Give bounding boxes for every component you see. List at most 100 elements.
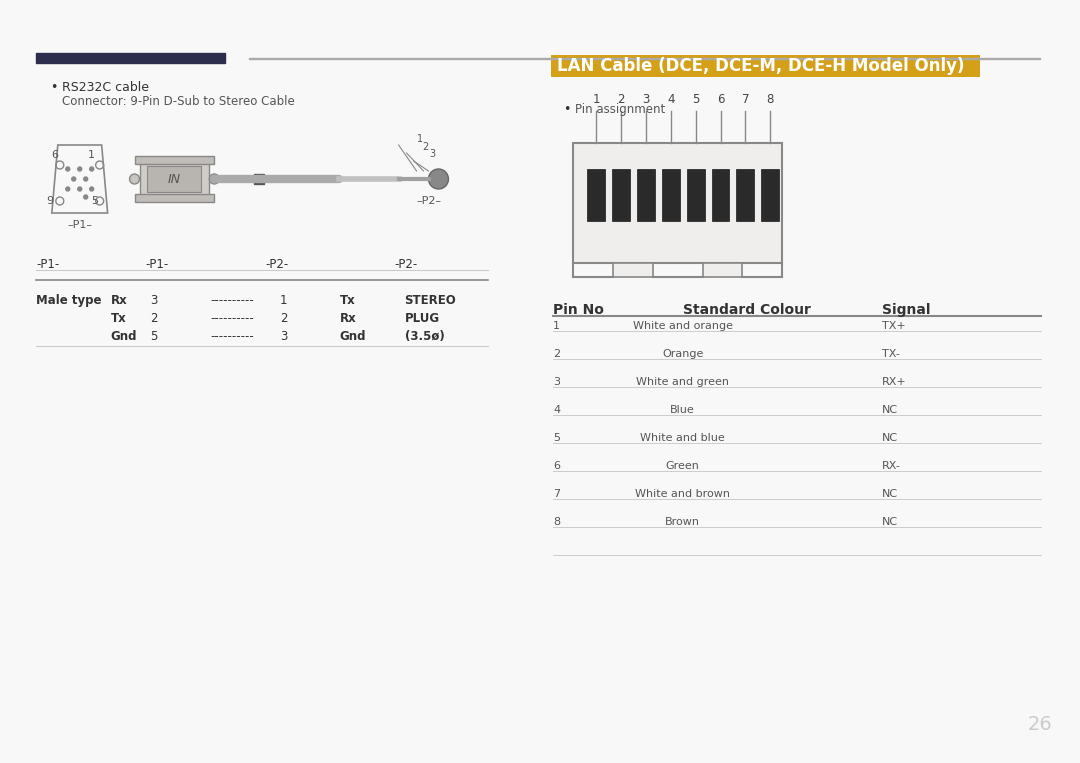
Bar — [148, 166, 201, 192]
Text: Male type: Male type — [36, 294, 102, 307]
Text: –P2–: –P2– — [416, 196, 441, 206]
Text: Pin No: Pin No — [553, 303, 604, 317]
Text: 5: 5 — [692, 93, 699, 106]
Text: RX-: RX- — [882, 461, 901, 471]
Bar — [135, 194, 214, 202]
Text: NC: NC — [882, 405, 899, 415]
Text: 3: 3 — [150, 294, 158, 307]
Text: 4: 4 — [553, 405, 561, 415]
Circle shape — [210, 174, 219, 184]
Text: Standard Colour: Standard Colour — [683, 303, 810, 317]
Bar — [662, 169, 679, 221]
Text: IN: IN — [167, 172, 181, 185]
Text: -P1-: -P1- — [146, 258, 168, 271]
Text: White and brown: White and brown — [635, 489, 730, 499]
Text: 8: 8 — [553, 517, 561, 527]
Text: –P1–: –P1– — [67, 220, 92, 230]
Text: 3: 3 — [430, 149, 435, 159]
Bar — [254, 174, 265, 184]
Circle shape — [66, 167, 70, 171]
Bar — [249, 57, 1040, 59]
Text: TX-: TX- — [882, 349, 900, 359]
Text: 8: 8 — [767, 93, 774, 106]
Circle shape — [84, 195, 87, 199]
Text: Blue: Blue — [671, 405, 696, 415]
Circle shape — [78, 167, 82, 171]
Text: -P1-: -P1- — [36, 258, 59, 271]
Text: White and green: White and green — [636, 377, 729, 387]
Text: 2: 2 — [617, 93, 624, 106]
Bar — [573, 143, 782, 263]
Text: 1: 1 — [280, 294, 287, 307]
Text: 5: 5 — [91, 196, 98, 206]
Text: Connector: 9-Pin D-Sub to Stereo Cable: Connector: 9-Pin D-Sub to Stereo Cable — [62, 95, 295, 108]
Bar — [586, 169, 605, 221]
Text: RX+: RX+ — [882, 377, 907, 387]
Bar — [135, 156, 214, 164]
Circle shape — [78, 187, 82, 191]
Text: STEREO: STEREO — [405, 294, 457, 307]
Text: Gnd: Gnd — [110, 330, 137, 343]
Bar — [551, 55, 980, 77]
Circle shape — [90, 187, 94, 191]
Text: 4: 4 — [667, 93, 674, 106]
Circle shape — [66, 187, 70, 191]
Bar — [612, 263, 652, 277]
Text: Brown: Brown — [665, 517, 700, 527]
Bar — [712, 169, 729, 221]
Text: •: • — [50, 81, 57, 94]
Text: ----------: ---------- — [211, 294, 254, 307]
Text: TX+: TX+ — [882, 321, 906, 331]
Bar — [761, 169, 780, 221]
Circle shape — [130, 174, 139, 184]
Text: 6: 6 — [52, 150, 58, 160]
Text: Green: Green — [665, 461, 700, 471]
Text: 6: 6 — [553, 461, 561, 471]
Text: -P2-: -P2- — [394, 258, 418, 271]
Text: 1: 1 — [89, 150, 95, 160]
Text: 3: 3 — [643, 93, 649, 106]
Text: NC: NC — [882, 489, 899, 499]
Text: Tx: Tx — [340, 294, 355, 307]
Text: ----------: ---------- — [211, 312, 254, 325]
Text: 6: 6 — [717, 93, 725, 106]
Text: 5: 5 — [150, 330, 158, 343]
Text: 2: 2 — [422, 142, 429, 152]
Bar — [612, 169, 630, 221]
Text: 2: 2 — [553, 349, 561, 359]
Text: White and orange: White and orange — [633, 321, 732, 331]
Text: RS232C cable: RS232C cable — [62, 81, 149, 94]
Text: 26: 26 — [1028, 716, 1053, 735]
Circle shape — [71, 177, 76, 181]
Text: 5: 5 — [553, 433, 561, 443]
Text: NC: NC — [882, 517, 899, 527]
Bar — [139, 160, 210, 198]
Text: Rx: Rx — [340, 312, 356, 325]
Circle shape — [429, 169, 448, 189]
Bar — [687, 169, 704, 221]
Text: 3: 3 — [280, 330, 287, 343]
Bar — [737, 169, 755, 221]
Text: 7: 7 — [553, 489, 561, 499]
Text: 1: 1 — [553, 321, 561, 331]
Text: 3: 3 — [553, 377, 561, 387]
Bar — [637, 169, 654, 221]
Text: •: • — [563, 103, 570, 116]
Bar — [36, 53, 226, 63]
Text: 2: 2 — [150, 312, 158, 325]
Circle shape — [90, 167, 94, 171]
Bar — [703, 263, 742, 277]
Text: White and blue: White and blue — [640, 433, 725, 443]
Text: 9: 9 — [46, 196, 53, 206]
Text: Orange: Orange — [662, 349, 703, 359]
Text: (3.5ø): (3.5ø) — [405, 330, 444, 343]
Text: -P2-: -P2- — [265, 258, 288, 271]
Text: ----------: ---------- — [211, 330, 254, 343]
Text: Tx: Tx — [110, 312, 126, 325]
Circle shape — [84, 177, 87, 181]
Text: Pin assignment: Pin assignment — [575, 103, 665, 116]
Text: NC: NC — [882, 433, 899, 443]
Text: Gnd: Gnd — [340, 330, 366, 343]
Text: 1: 1 — [592, 93, 599, 106]
Text: PLUG: PLUG — [405, 312, 440, 325]
